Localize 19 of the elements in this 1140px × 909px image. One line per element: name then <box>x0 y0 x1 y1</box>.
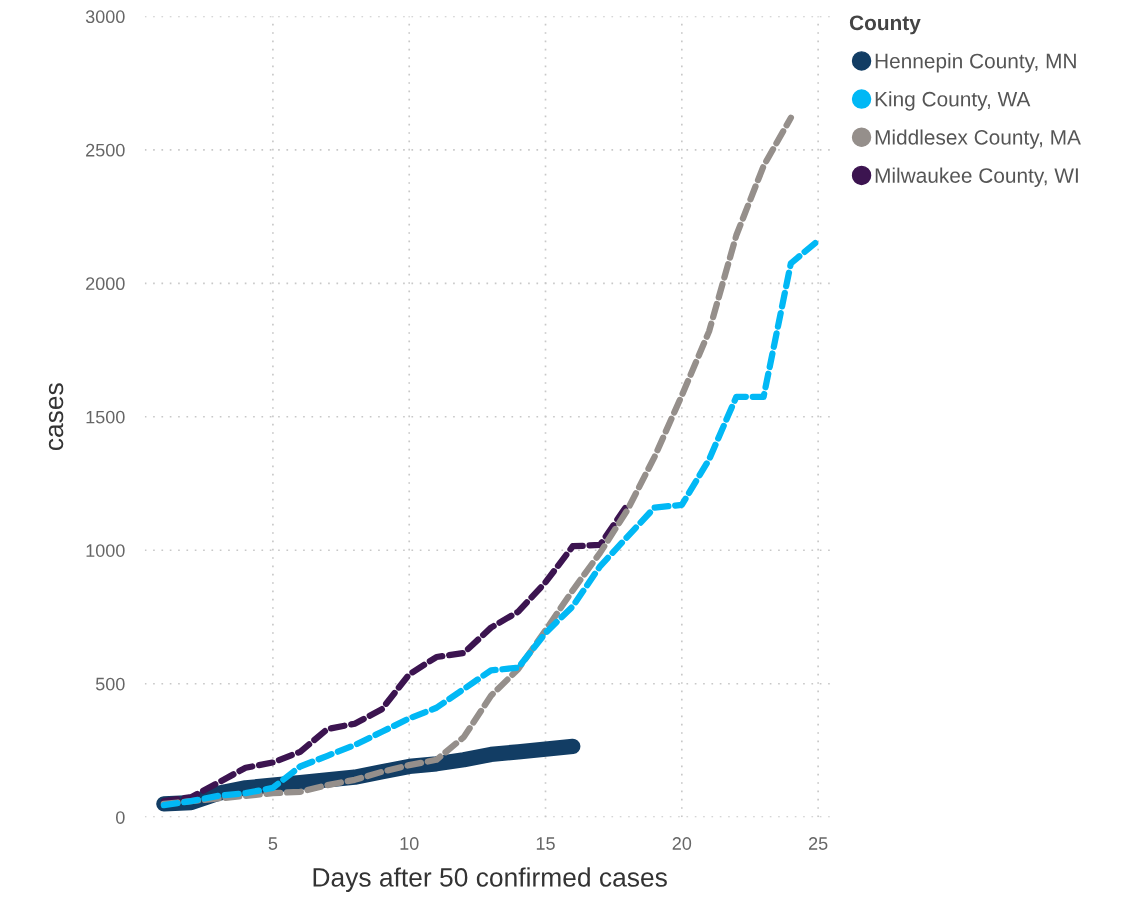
legend-label: King County, WA <box>875 91 1031 111</box>
x-tick-label: 20 <box>672 837 692 850</box>
x-tick-label: 10 <box>400 837 419 850</box>
x-tick-label: 25 <box>808 837 828 850</box>
y-tick-label: 3000 <box>85 10 125 24</box>
y-axis-title: cases <box>48 383 64 451</box>
legend-title: County <box>849 15 921 35</box>
y-tick-label: 0 <box>116 811 125 824</box>
y-tick-label: 500 <box>95 677 125 691</box>
legend-label: Middlesex County, MA <box>875 129 1081 149</box>
legend-label: Hennepin County, MN <box>875 53 1076 73</box>
x-tick-label: 15 <box>536 837 555 850</box>
y-tick-label: 1000 <box>86 544 125 557</box>
legend-label: Milwaukee County, WI <box>875 167 1078 188</box>
y-tick-label: 2500 <box>86 143 125 157</box>
y-tick-label: 2000 <box>86 277 125 291</box>
x-tick-label: 5 <box>268 837 278 850</box>
x-axis-title: Days after 50 confirmed cases <box>313 867 667 892</box>
y-tick-label: 1500 <box>86 410 125 424</box>
